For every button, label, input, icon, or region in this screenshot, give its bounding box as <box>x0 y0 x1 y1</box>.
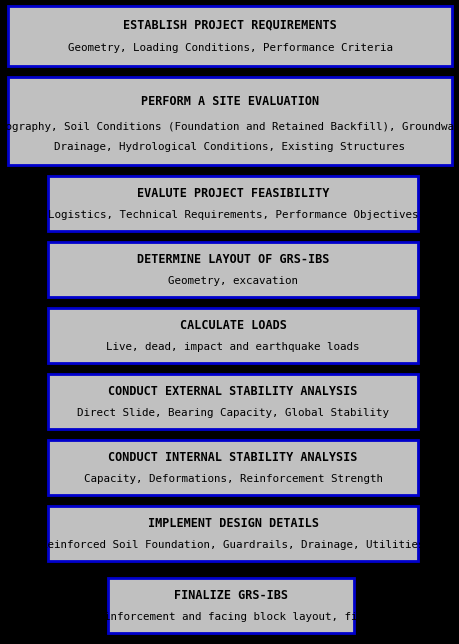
Text: CONDUCT INTERNAL STABILITY ANALYSIS: CONDUCT INTERNAL STABILITY ANALYSIS <box>108 451 357 464</box>
Bar <box>48 176 417 231</box>
Text: Geometry, excavation: Geometry, excavation <box>168 276 297 285</box>
Text: Reinforced Soil Foundation, Guardrails, Drainage, Utilities: Reinforced Soil Foundation, Guardrails, … <box>41 540 424 549</box>
Text: ESTABLISH PROJECT REQUIREMENTS: ESTABLISH PROJECT REQUIREMENTS <box>123 19 336 32</box>
Text: Topography, Soil Conditions (Foundation and Retained Backfill), Groundwater: Topography, Soil Conditions (Foundation … <box>0 122 459 132</box>
Bar <box>48 242 417 297</box>
Text: Geometry, Loading Conditions, Performance Criteria: Geometry, Loading Conditions, Performanc… <box>67 43 392 53</box>
Text: EVALUTE PROJECT FEASIBILITY: EVALUTE PROJECT FEASIBILITY <box>136 187 329 200</box>
Text: IMPLEMENT DESIGN DETAILS: IMPLEMENT DESIGN DETAILS <box>147 517 318 530</box>
Text: Capacity, Deformations, Reinforcement Strength: Capacity, Deformations, Reinforcement St… <box>84 473 382 484</box>
Bar <box>48 374 417 429</box>
Text: Direct Slide, Bearing Capacity, Global Stability: Direct Slide, Bearing Capacity, Global S… <box>77 408 388 417</box>
Text: Drainage, Hydrological Conditions, Existing Structures: Drainage, Hydrological Conditions, Exist… <box>54 142 405 153</box>
Bar <box>8 6 451 66</box>
Bar <box>48 506 417 561</box>
Text: CONDUCT EXTERNAL STABILITY ANALYSIS: CONDUCT EXTERNAL STABILITY ANALYSIS <box>108 385 357 398</box>
Text: CALCULATE LOADS: CALCULATE LOADS <box>179 319 286 332</box>
Text: Logistics, Technical Requirements, Performance Objectives: Logistics, Technical Requirements, Perfo… <box>48 209 417 220</box>
Bar <box>48 440 417 495</box>
Text: DETERMINE LAYOUT OF GRS-IBS: DETERMINE LAYOUT OF GRS-IBS <box>136 253 329 266</box>
Bar <box>108 578 353 633</box>
Text: FINALIZE GRS-IBS: FINALIZE GRS-IBS <box>174 589 287 602</box>
Text: Live, dead, impact and earthquake loads: Live, dead, impact and earthquake loads <box>106 341 359 352</box>
Text: Reinforcement and facing block layout, fill: Reinforcement and facing block layout, f… <box>91 612 370 621</box>
Bar <box>48 308 417 363</box>
Bar <box>8 77 451 165</box>
Text: PERFORM A SITE EVALUATION: PERFORM A SITE EVALUATION <box>140 95 319 108</box>
